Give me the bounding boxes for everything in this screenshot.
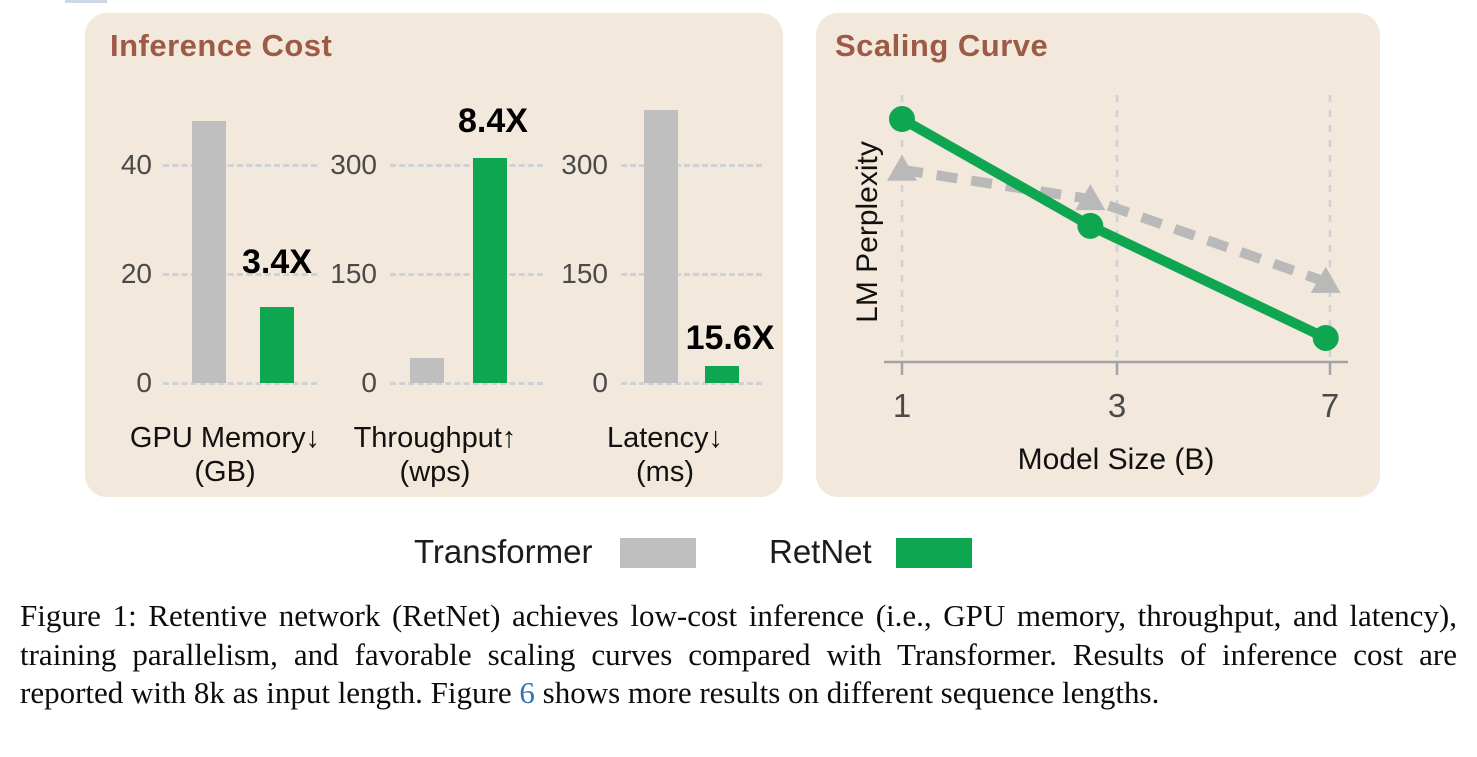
legend-transformer-label: Transformer	[414, 533, 593, 570]
bar-group-label-line1: Latency↓	[606, 422, 724, 454]
retnet-bar	[260, 307, 294, 383]
transformer-marker-triangle	[1310, 266, 1341, 293]
gridline	[163, 273, 317, 276]
y-tick-label: 150	[330, 258, 377, 289]
retnet-curve	[899, 114, 1328, 343]
speedup-label: 3.4X	[242, 243, 312, 281]
bar-group-label: GPU Memory↓ (GB)	[95, 421, 355, 489]
gridline	[390, 164, 543, 167]
figure-caption: Figure 1: Retentive network (RetNet) ach…	[20, 597, 1457, 713]
transformer-curve	[901, 164, 1328, 287]
y-tick-label: 150	[561, 258, 608, 289]
bar-group-label-line1: Throughput↑	[353, 422, 517, 454]
bar-chart-3: 0 150 300 15.6X Latency↓ (ms)	[85, 13, 783, 497]
bar-group-label-line2: (wps)	[399, 456, 471, 488]
legend-retnet-label: RetNet	[769, 533, 872, 570]
gridline	[163, 382, 317, 385]
scaling-curve-title: Scaling Curve	[835, 28, 1049, 63]
x-tick-label: 3	[1107, 387, 1127, 424]
y-tick-label: 20	[120, 258, 152, 289]
bar-group-label-line2: (GB)	[194, 456, 256, 488]
speedup-label: 8.4X	[458, 102, 528, 140]
bar-chart-2: 0 150 300 8.4X Throughput↑ (wps)	[85, 13, 783, 497]
y-tick-label: 300	[330, 149, 377, 180]
retnet-marker-circle	[1312, 324, 1339, 351]
y-tick-label: 300	[561, 149, 608, 180]
transformer-bar	[192, 121, 226, 383]
top-edge-artifact	[65, 0, 107, 3]
gridline	[621, 273, 762, 276]
bar-group-label-line2: (ms)	[636, 456, 694, 488]
gridline	[163, 164, 317, 167]
x-tick-label: 1	[892, 387, 912, 424]
bar-group-label: Latency↓ (ms)	[535, 421, 795, 489]
transformer-bar	[410, 358, 444, 383]
x-axis-label: Model Size (B)	[1017, 443, 1215, 476]
scaling-curve-chart	[884, 95, 1348, 375]
gridline	[390, 382, 543, 385]
gridline	[621, 382, 762, 385]
speedup-label: 15.6X	[685, 319, 775, 357]
transformer-marker-triangle	[887, 154, 917, 181]
caption-text-before: Figure 1: Retentive network (RetNet) ach…	[20, 598, 1457, 710]
caption-text-after: shows more results on different sequence…	[534, 675, 1160, 710]
inference-cost-title: Inference Cost	[110, 28, 333, 63]
retnet-marker-circle	[889, 106, 915, 133]
retnet-bar	[473, 158, 507, 383]
inference-cost-charts: 0 20 40 3.4X GPU Memory↓ (GB) 0 150 300 8.4X Throu…	[85, 13, 783, 497]
legend-retnet-swatch	[896, 538, 972, 568]
y-tick-label: 40	[120, 149, 152, 180]
bar-group-label: Throughput↑ (wps)	[305, 421, 565, 489]
transformer-marker-triangle	[1075, 184, 1106, 211]
figure-6-link[interactable]: 6	[519, 675, 535, 710]
y-tick-label: 0	[361, 367, 377, 398]
gridline	[621, 164, 762, 167]
transformer-bar	[644, 110, 678, 383]
y-tick-label: 0	[592, 367, 608, 398]
bar-group-label-line1: GPU Memory↓	[129, 422, 321, 454]
gridline	[390, 273, 543, 276]
inference-cost-panel: Inference Cost 0 20 40 3.4X GPU Memory↓ (GB) 0…	[85, 13, 783, 497]
y-tick-label: 0	[136, 367, 152, 398]
legend-transformer-swatch	[620, 538, 696, 568]
retnet-marker-circle	[1077, 212, 1104, 239]
retnet-bar	[705, 366, 739, 383]
x-tick-label: 7	[1320, 387, 1340, 424]
bar-chart-1: 0 20 40 3.4X GPU Memory↓ (GB)	[85, 13, 783, 497]
